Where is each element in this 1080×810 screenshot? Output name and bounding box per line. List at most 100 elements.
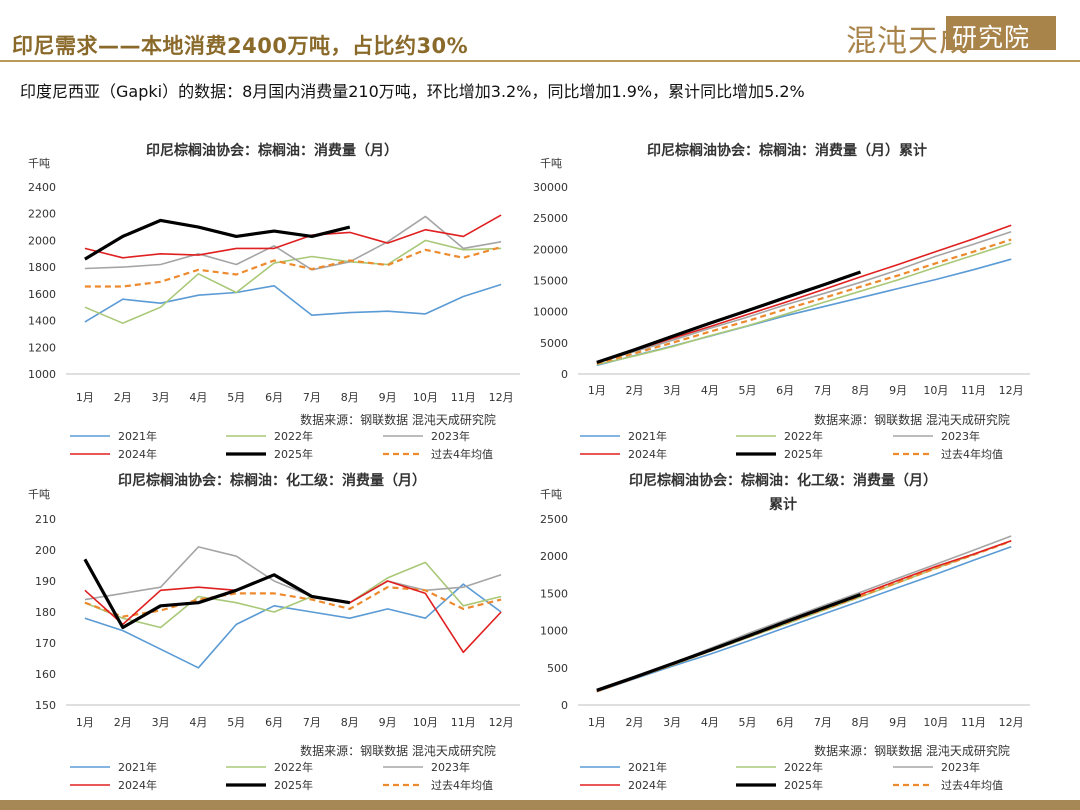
x-tick-label: 12月 — [999, 716, 1024, 729]
x-tick-label: 6月 — [776, 384, 794, 397]
legend-label: 2021年 — [118, 429, 157, 443]
x-tick-label: 1月 — [76, 391, 94, 404]
logo-box: 研究院 — [946, 16, 1056, 52]
y-tick-label: 1200 — [28, 341, 56, 354]
x-tick-label: 10月 — [923, 384, 948, 397]
brand-logo: 混沌天成 研究院 — [846, 12, 1060, 59]
x-tick-label: 7月 — [303, 391, 321, 404]
page-title: 印尼需求——本地消费2400万吨，占比约30% — [12, 34, 469, 58]
series-line-2021年 — [596, 546, 1012, 693]
chart-c4: 印尼棕榈油协会：棕榈油：化工级：消费量（月） 累计 千吨 0 500 1000 1500 20… — [540, 472, 1030, 792]
series-line-2025年 — [596, 270, 862, 364]
y-tick-label: 0 — [561, 699, 568, 712]
x-tick-label: 3月 — [663, 384, 681, 397]
x-tick-label: 7月 — [303, 716, 321, 729]
legend-label: 过去4年均值 — [431, 447, 493, 461]
y-tick-label: 160 — [35, 668, 56, 681]
y-tick-label: 2200 — [28, 208, 56, 221]
y-tick-label: 190 — [35, 575, 56, 588]
x-tick-label: 10月 — [923, 716, 948, 729]
x-tick-label: 4月 — [701, 716, 719, 729]
series-line-2023年 — [84, 215, 502, 271]
y-tick-label: 170 — [35, 637, 56, 650]
legend-label: 2021年 — [118, 760, 157, 774]
legend-label: 2025年 — [784, 447, 823, 461]
y-tick-label: 20000 — [533, 243, 568, 256]
series-line-2022年 — [84, 561, 502, 629]
y-tick-label: 10000 — [533, 306, 568, 319]
x-tick-label: 7月 — [814, 384, 832, 397]
x-tick-label: 9月 — [379, 391, 397, 404]
x-tick-label: 5月 — [739, 716, 757, 729]
x-tick-label: 2月 — [626, 716, 644, 729]
summary-text: 印度尼西亚（Gapki）的数据：8月国内消费量210万吨，环比增加3.2%，同比… — [20, 82, 805, 101]
y-tick-label: 2000 — [28, 234, 56, 247]
x-tick-label: 8月 — [852, 384, 870, 397]
chart-title: 印尼棕榈油协会：棕榈油：化工级：消费量（月） — [629, 472, 937, 489]
y-unit-label: 千吨 — [28, 157, 50, 170]
legend-label: 2024年 — [118, 447, 157, 461]
y-tick-label: 200 — [35, 544, 56, 557]
y-unit-label: 千吨 — [28, 488, 50, 501]
legend-label: 2021年 — [628, 429, 667, 443]
chart-c1: 印尼棕榈油协会：棕榈油：消费量（月） 千吨 1000 1200 1400 1600 1800… — [28, 142, 520, 461]
legend-label: 2021年 — [628, 760, 667, 774]
x-tick-label: 12月 — [999, 384, 1024, 397]
x-tick-label: 9月 — [379, 716, 397, 729]
series-line-过去4年均值 — [596, 238, 1012, 365]
x-tick-label: 11月 — [451, 391, 476, 404]
x-tick-label: 1月 — [588, 384, 606, 397]
x-tick-label: 5月 — [739, 384, 757, 397]
x-tick-label: 8月 — [852, 716, 870, 729]
x-tick-label: 1月 — [76, 716, 94, 729]
y-tick-label: 1500 — [540, 587, 568, 600]
x-tick-label: 12月 — [489, 391, 514, 404]
x-tick-label: 2月 — [626, 384, 644, 397]
legend-label: 2022年 — [274, 760, 313, 774]
series-line-过去4年均值 — [84, 246, 502, 288]
series-line-2023年 — [84, 546, 502, 604]
legend-label: 2024年 — [118, 778, 157, 792]
y-tick-label: 2500 — [540, 513, 568, 526]
legend-label: 2023年 — [941, 429, 980, 443]
legend-label: 2023年 — [431, 760, 470, 774]
series-line-2024年 — [596, 224, 1012, 363]
y-tick-label: 1000 — [540, 625, 568, 638]
y-tick-label: 1800 — [28, 261, 56, 274]
x-tick-label: 11月 — [961, 716, 986, 729]
chart-title: 印尼棕榈油协会：棕榈油：消费量（月）累计 — [647, 142, 927, 159]
y-tick-label: 1400 — [28, 315, 56, 328]
x-tick-label: 2月 — [114, 391, 132, 404]
title-divider — [0, 60, 1080, 62]
x-tick-label: 4月 — [189, 716, 207, 729]
y-tick-label: 25000 — [533, 212, 568, 225]
y-tick-label: 180 — [35, 606, 56, 619]
x-tick-label: 9月 — [889, 384, 907, 397]
y-tick-label: 2400 — [28, 181, 56, 194]
legend-label: 过去4年均值 — [941, 778, 1003, 792]
series-line-2023年 — [596, 231, 1012, 364]
chart-title: 印尼棕榈油协会：棕榈油：化工级：消费量（月） — [118, 472, 426, 489]
legend-label: 2024年 — [628, 447, 667, 461]
x-tick-label: 11月 — [961, 384, 986, 397]
source-label: 数据来源：钢联数据 混沌天成研究院 — [300, 743, 496, 758]
legend-label: 2024年 — [628, 778, 667, 792]
y-tick-label: 2000 — [540, 550, 568, 563]
series-line-2022年 — [596, 242, 1012, 366]
x-tick-label: 10月 — [413, 391, 438, 404]
series-line-2021年 — [84, 283, 502, 323]
x-tick-label: 8月 — [341, 391, 359, 404]
y-tick-label: 30000 — [533, 181, 568, 194]
source-label: 数据来源：钢联数据 混沌天成研究院 — [814, 743, 1010, 758]
x-tick-label: 6月 — [776, 716, 794, 729]
legend-label: 2025年 — [274, 447, 313, 461]
logo-box-text: 研究院 — [952, 23, 1031, 52]
chart-title: 印尼棕榈油协会：棕榈油：消费量（月） — [146, 142, 398, 159]
legend-label: 过去4年均值 — [431, 778, 493, 792]
y-tick-label: 500 — [547, 662, 568, 675]
y-tick-label: 1000 — [28, 368, 56, 381]
source-label: 数据来源：钢联数据 混沌天成研究院 — [300, 412, 496, 427]
series-line-2021年 — [84, 583, 502, 669]
bottom-bar — [0, 800, 1080, 810]
